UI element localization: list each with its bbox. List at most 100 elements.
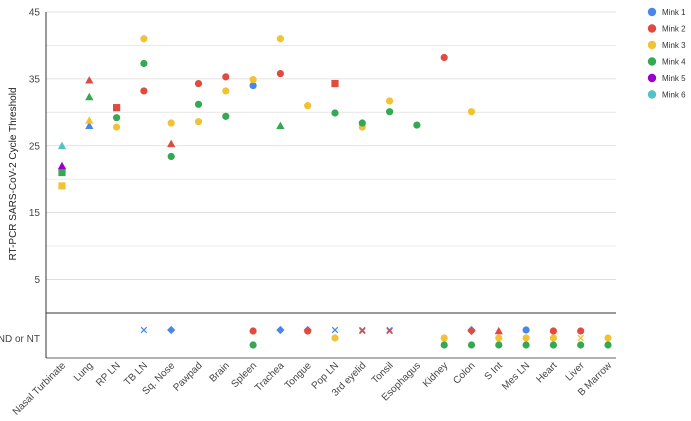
legend-label: Mink 1	[662, 8, 686, 17]
data-point	[249, 327, 257, 335]
data-point	[194, 100, 203, 108]
x-tick-label: Colon	[451, 360, 477, 386]
legend-marker	[647, 57, 657, 66]
data-point	[249, 81, 257, 90]
data-point	[85, 76, 94, 84]
data-point	[522, 334, 530, 342]
data-point	[167, 119, 175, 127]
data-point	[167, 152, 175, 161]
data-point	[359, 326, 366, 334]
x-tick-label: Mes LN	[500, 360, 532, 392]
data-point	[577, 327, 585, 335]
data-point	[57, 141, 67, 150]
data-point	[167, 325, 176, 335]
data-point	[276, 69, 284, 78]
data-point	[440, 341, 448, 349]
data-point	[577, 334, 584, 342]
grid-lines	[46, 11, 616, 280]
data-point	[194, 118, 203, 126]
data-point	[167, 139, 176, 148]
data-point	[222, 73, 230, 81]
legend-label: Mink 4	[662, 58, 686, 67]
data-point	[359, 327, 366, 335]
data-point	[467, 341, 476, 349]
legend-marker	[647, 40, 657, 50]
data-point	[549, 334, 558, 342]
axes	[45, 12, 616, 359]
data-point	[522, 341, 530, 349]
data-point	[386, 327, 393, 335]
x-tick-label: S Int	[483, 360, 505, 382]
x-tick-label: Liver	[564, 360, 588, 384]
data-point	[494, 326, 503, 335]
data-point	[604, 334, 612, 342]
x-tick-label: Kidney	[421, 360, 450, 389]
data-point	[577, 341, 585, 349]
data-point	[304, 327, 312, 335]
data-point	[331, 326, 339, 334]
y-tick-labels: 45 35 25 15 5 ND or NT	[0, 8, 40, 346]
x-tick-label: Pawpad	[171, 360, 204, 393]
legend-label: Mink 6	[662, 91, 686, 100]
data-point	[58, 168, 66, 177]
data-point	[194, 79, 203, 88]
data-point	[386, 108, 394, 116]
data-point	[358, 119, 366, 127]
x-tick-label: Heart	[534, 360, 559, 385]
data-point	[85, 121, 94, 130]
data-point	[331, 334, 339, 342]
data-point	[140, 326, 148, 334]
y-tick-label: 25	[29, 141, 41, 152]
data-point	[113, 123, 121, 131]
data-point	[467, 326, 476, 336]
data-points	[57, 35, 612, 349]
data-point	[140, 35, 148, 43]
data-point	[304, 102, 312, 110]
data-point	[57, 161, 67, 170]
legend-label: Mink 3	[662, 41, 686, 50]
data-point	[440, 334, 448, 342]
x-tick-label: Brain	[208, 360, 232, 384]
x-tick-label: RP LN	[94, 360, 122, 388]
data-point	[276, 35, 284, 43]
data-point	[113, 104, 121, 112]
data-point	[140, 87, 148, 95]
y-axis-label: RT-PCR SARS-CoV-2 Cycle Threshold	[8, 87, 19, 260]
x-tick-label: Trachea	[253, 360, 287, 394]
data-point	[604, 341, 612, 349]
data-point	[386, 326, 393, 334]
legend-marker	[647, 7, 657, 17]
data-point	[113, 114, 121, 122]
legend-marker	[647, 73, 657, 83]
data-point	[249, 341, 257, 349]
data-point	[249, 75, 257, 84]
data-point	[522, 326, 530, 334]
data-point	[85, 92, 94, 101]
data-point	[276, 325, 285, 335]
data-point	[331, 79, 339, 88]
x-tick-label: Tongue	[283, 360, 314, 391]
data-point	[276, 121, 285, 130]
legend: Mink 1 Mink 2 Mink 3 Mink 4 Mink 5 Mink 6	[647, 7, 686, 100]
data-point	[440, 53, 448, 62]
legend-marker	[647, 24, 657, 33]
data-point	[58, 182, 66, 190]
x-tick-label: Nasal Turbinate	[11, 360, 69, 418]
x-tick-label: Tonsil	[370, 360, 396, 386]
legend-marker	[647, 90, 657, 99]
data-point	[386, 97, 394, 105]
x-tick-label: Lung	[72, 360, 96, 384]
data-point	[222, 87, 230, 95]
data-point	[549, 327, 558, 335]
data-point	[413, 121, 421, 129]
data-point	[140, 59, 148, 68]
y-tick-label: 35	[29, 74, 41, 85]
data-point	[331, 109, 339, 117]
data-point	[467, 108, 476, 116]
y-tick-label: 15	[29, 208, 41, 219]
data-point	[85, 116, 94, 124]
y-tick-label: ND or NT	[0, 334, 40, 345]
data-point	[549, 341, 558, 349]
